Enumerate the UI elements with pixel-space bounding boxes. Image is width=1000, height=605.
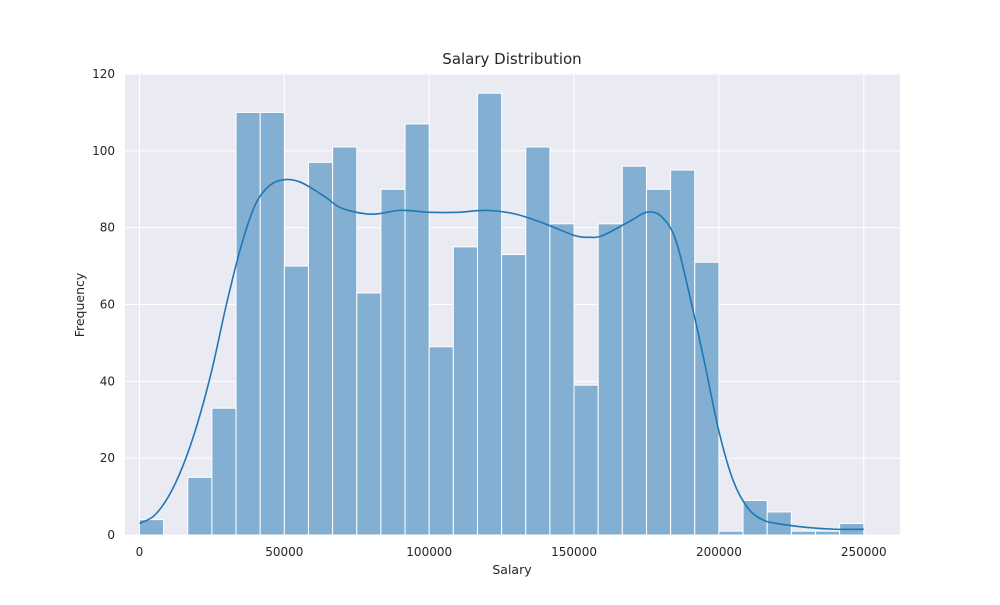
y-tick-label: 20 bbox=[100, 451, 115, 465]
y-tick-label: 60 bbox=[100, 298, 115, 312]
histogram-bar bbox=[404, 123, 430, 536]
histogram-bar bbox=[138, 519, 165, 536]
y-tick-label: 100 bbox=[92, 144, 115, 158]
x-tick-labels: 0 50000 100000 150000 200000 250000 bbox=[136, 545, 887, 559]
histogram-bar bbox=[476, 92, 503, 536]
histogram-bar bbox=[645, 188, 672, 536]
y-tick-label: 0 bbox=[107, 528, 115, 542]
histogram-bar bbox=[597, 223, 623, 536]
histogram-bar bbox=[549, 223, 575, 536]
y-tick-label: 40 bbox=[100, 374, 115, 388]
histogram-bar bbox=[356, 292, 382, 536]
x-tick-label: 100000 bbox=[406, 545, 452, 559]
y-tick-label: 80 bbox=[100, 221, 115, 235]
x-tick-label: 0 bbox=[136, 545, 144, 559]
y-axis-label: Frequency bbox=[72, 272, 87, 337]
y-tick-labels: 0 20 40 60 80 100 120 bbox=[92, 67, 115, 542]
chart-title: Salary Distribution bbox=[442, 50, 581, 68]
histogram-bar bbox=[790, 530, 816, 536]
x-tick-label: 200000 bbox=[696, 545, 742, 559]
histogram-bar bbox=[694, 261, 720, 536]
histogram-bar bbox=[428, 346, 454, 536]
x-tick-label: 250000 bbox=[841, 545, 887, 559]
histogram-bars bbox=[138, 92, 865, 536]
histogram-bar bbox=[621, 165, 647, 536]
histogram-bar bbox=[718, 530, 744, 536]
x-tick-label: 50000 bbox=[265, 545, 303, 559]
histogram-bar bbox=[307, 161, 334, 536]
histogram-bar bbox=[814, 530, 841, 536]
histogram-bar bbox=[525, 146, 551, 536]
kde-curve bbox=[139, 178, 864, 531]
histogram-bar bbox=[187, 476, 213, 536]
histogram-bar bbox=[283, 265, 309, 536]
histogram-bar bbox=[501, 254, 527, 536]
x-tick-label: 150000 bbox=[551, 545, 597, 559]
histogram-bar bbox=[452, 246, 478, 536]
histogram-bar bbox=[259, 111, 285, 536]
histogram-bar bbox=[670, 169, 696, 536]
histogram-bar bbox=[573, 384, 599, 536]
y-tick-label: 120 bbox=[92, 67, 115, 81]
histogram-bar bbox=[211, 407, 237, 536]
x-axis-label: Salary bbox=[492, 562, 532, 577]
histogram-bar bbox=[235, 111, 261, 536]
histogram-bar bbox=[380, 188, 406, 536]
